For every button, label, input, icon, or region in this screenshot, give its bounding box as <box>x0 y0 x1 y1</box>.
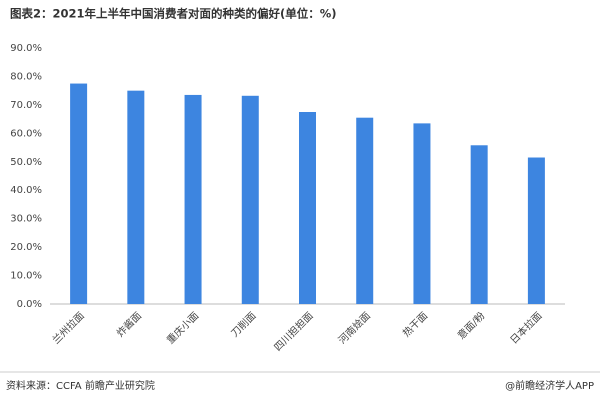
bar <box>527 157 545 304</box>
x-tick-label: 刀削面 <box>228 309 258 339</box>
y-tick-label: 60.0% <box>10 128 42 139</box>
credit: @前瞻经济学人APP <box>505 379 594 392</box>
y-tick-label: 40.0% <box>10 185 42 196</box>
bar <box>470 145 488 304</box>
y-tick-label: 30.0% <box>10 214 42 225</box>
x-tick-label: 炸酱面 <box>114 309 144 339</box>
bar <box>127 90 145 305</box>
x-tick-label: 热干面 <box>400 309 430 339</box>
chart-title: 图表2：2021年上半年中国消费者对面的种类的偏好(单位：%) <box>10 7 337 21</box>
x-tick-label: 重庆小面 <box>164 309 201 346</box>
y-tick-label: 20.0% <box>10 242 42 253</box>
x-tick-label: 日本拉面 <box>507 309 544 346</box>
bar <box>184 94 202 304</box>
source: 资料来源：CCFA 前瞻产业研究院 <box>6 379 155 392</box>
y-tick-label: 10.0% <box>10 271 42 282</box>
x-tick-label: 河南烩面 <box>335 309 372 346</box>
x-tick-label: 意面/粉 <box>455 309 488 342</box>
x-tick-label: 兰州拉面 <box>49 309 86 346</box>
y-tick-label: 90.0% <box>10 43 42 54</box>
bar <box>241 95 259 304</box>
bar <box>70 83 88 304</box>
bar <box>356 117 374 304</box>
y-tick-label: 70.0% <box>10 100 42 111</box>
bar <box>299 112 316 304</box>
bar <box>413 123 431 304</box>
x-tick-label: 四川担担面 <box>272 310 316 354</box>
y-tick-label: 80.0% <box>10 71 42 82</box>
y-tick-label: 0.0% <box>17 299 42 310</box>
y-tick-label: 50.0% <box>10 157 42 168</box>
